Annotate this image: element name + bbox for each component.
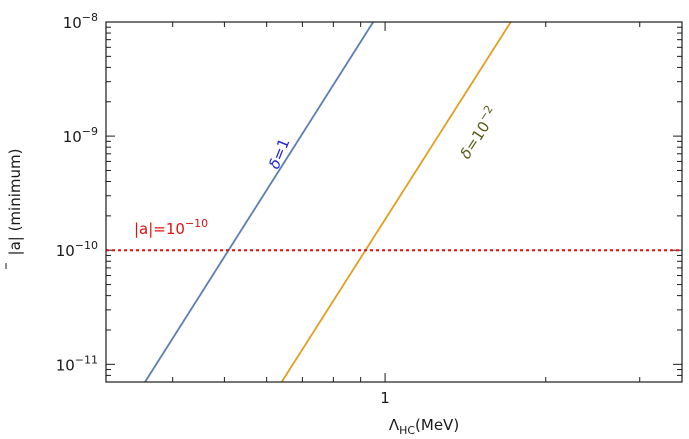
x-axis-label: ΛHC(MeV)	[389, 416, 459, 437]
axis-labels: ΛHC(MeV) |a| (minimum)	[5, 149, 459, 437]
y-tick-label: 10−9	[63, 125, 98, 146]
series-label: |a|=10−10	[134, 217, 208, 238]
tick-labels: 10−8 10−9 10−10 10−11 1	[56, 11, 390, 407]
x-tick-label: 1	[380, 389, 390, 407]
series-line	[144, 21, 374, 383]
plot-area	[106, 21, 682, 383]
y-axis-label: |a| (minimum)	[6, 149, 24, 256]
y-tick-label: 10−10	[56, 239, 98, 260]
y-tick-label: 10−8	[63, 11, 98, 32]
y-tick-label: 10−11	[56, 353, 98, 374]
series-line	[280, 21, 512, 383]
plot-frame	[105, 21, 683, 383]
axis-ticks	[105, 21, 682, 383]
